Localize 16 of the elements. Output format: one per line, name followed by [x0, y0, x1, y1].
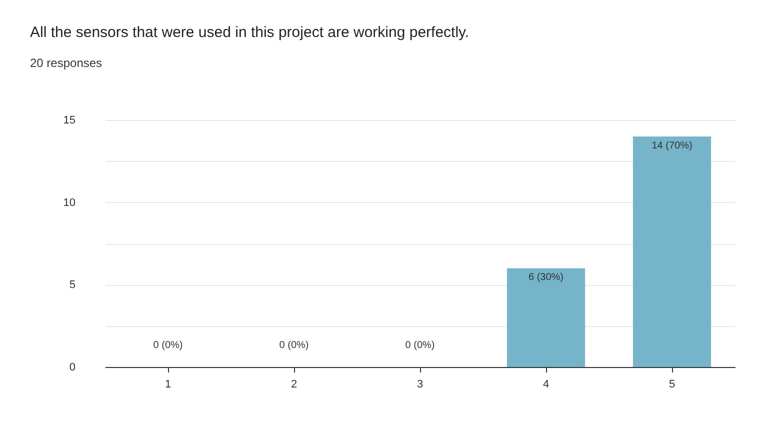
- y-tick-label: 15: [63, 114, 76, 126]
- data-label: 6 (30%): [528, 272, 564, 284]
- x-tick-label: 1: [164, 378, 172, 390]
- x-tick-label: 3: [416, 378, 424, 390]
- data-label: 0 (0%): [153, 340, 183, 351]
- data-label: 0 (0%): [405, 340, 435, 351]
- y-tick-label: 0: [69, 362, 76, 374]
- x-tick-label: 5: [668, 378, 676, 390]
- y-tick-label: 10: [63, 196, 76, 209]
- chart-title: All the sensors that were used in this project are working perfectly.: [30, 24, 470, 41]
- x-tick-label: 4: [542, 378, 550, 390]
- data-label: 0 (0%): [279, 340, 309, 351]
- y-tick-label: 5: [69, 279, 76, 292]
- data-label: 14 (70%): [652, 140, 692, 152]
- x-tick-label: 2: [290, 378, 298, 390]
- chart-subtitle: 20 responses: [30, 56, 102, 70]
